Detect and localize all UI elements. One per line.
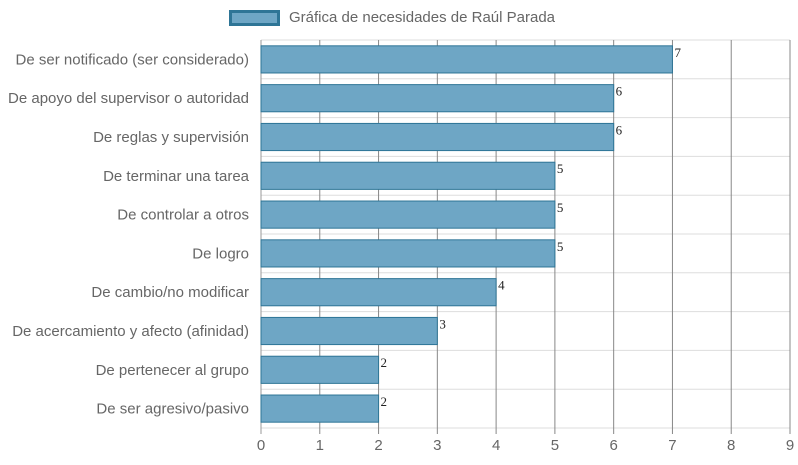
data-label: 4 xyxy=(498,278,505,293)
x-tick-label: 6 xyxy=(609,437,617,454)
y-category-label: De acercamiento y afecto (afinidad) xyxy=(12,323,249,340)
bar xyxy=(260,316,438,346)
y-category-label: De ser notificado (ser considerado) xyxy=(16,51,249,68)
data-label: 5 xyxy=(557,200,564,215)
data-label: 6 xyxy=(616,84,623,99)
y-category-label: De pertenecer al grupo xyxy=(96,362,249,379)
x-tick-label: 9 xyxy=(786,437,794,454)
data-label: 5 xyxy=(557,239,564,254)
bar xyxy=(260,161,556,190)
data-label: 7 xyxy=(674,45,681,60)
bar xyxy=(260,355,380,384)
legend-label: Gráfica de necesidades de Raúl Parada xyxy=(289,9,556,26)
bar xyxy=(260,84,615,113)
data-label: 6 xyxy=(616,122,623,137)
bar xyxy=(260,122,615,152)
data-label: 2 xyxy=(381,355,388,370)
x-tick-label: 7 xyxy=(668,437,676,454)
x-tick-label: 1 xyxy=(316,437,324,454)
x-tick-label: 4 xyxy=(492,437,500,454)
bar xyxy=(260,239,556,268)
bar xyxy=(260,278,497,307)
y-category-label: De reglas y supervisión xyxy=(93,129,249,146)
data-label: 5 xyxy=(557,161,564,176)
y-category-label: De controlar a otros xyxy=(117,207,249,224)
x-tick-label: 3 xyxy=(433,437,441,454)
data-label: 3 xyxy=(439,316,446,331)
x-tick-label: 8 xyxy=(727,437,735,454)
legend-swatch xyxy=(229,10,280,26)
x-tick-label: 2 xyxy=(374,437,382,454)
y-category-label: De apoyo del supervisor o autoridad xyxy=(8,90,249,107)
x-tick-label: 0 xyxy=(257,437,265,454)
bar xyxy=(260,394,380,423)
x-tick-label: 5 xyxy=(551,437,559,454)
y-category-label: De ser agresivo/pasivo xyxy=(96,401,249,418)
data-label: 2 xyxy=(381,394,388,409)
y-category-label: De logro xyxy=(192,245,249,262)
y-category-label: De cambio/no modificar xyxy=(91,284,249,301)
bar xyxy=(260,200,556,229)
bar xyxy=(260,45,673,74)
y-category-label: De terminar una tarea xyxy=(103,168,250,185)
